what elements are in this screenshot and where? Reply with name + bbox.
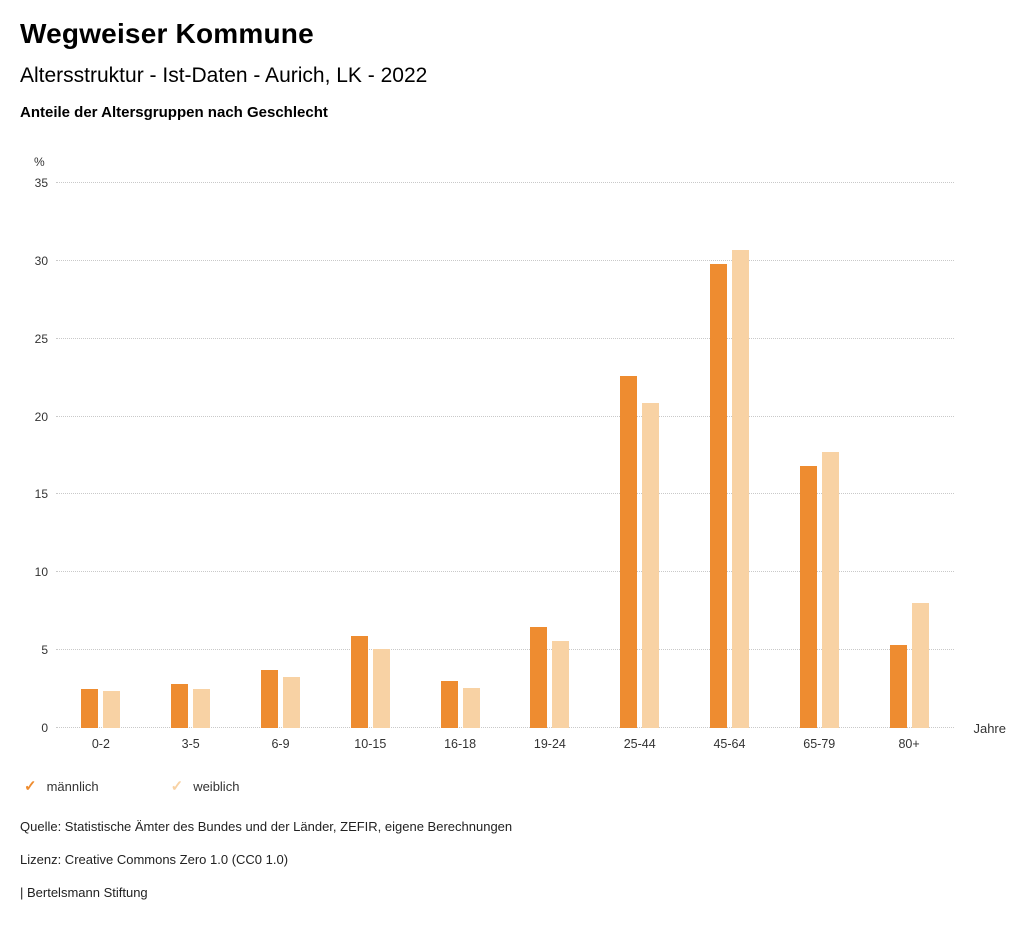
page: Wegweiser Kommune Altersstruktur - Ist-D… — [20, 18, 1006, 900]
x-tick-label: 80+ — [898, 737, 920, 751]
attribution-note: | Bertelsmann Stiftung — [20, 885, 148, 900]
bar-group — [56, 183, 146, 728]
bar-männlich — [620, 376, 638, 728]
x-tick-label: 0-2 — [91, 737, 110, 751]
bar-männlich — [171, 684, 189, 728]
y-axis-unit-label: % — [34, 155, 45, 169]
bar-männlich — [799, 466, 817, 728]
x-tick-label: 65-79 — [803, 737, 836, 751]
y-tick-label: 35 — [34, 176, 48, 190]
gridline — [56, 337, 954, 339]
bar-group — [774, 183, 864, 728]
legend-item-männlich[interactable]: ✓ männlich — [24, 777, 99, 795]
y-tick-label: 10 — [34, 565, 48, 580]
legend-label: weiblich — [193, 778, 240, 794]
bar-weiblich — [193, 689, 211, 728]
chart-title: Altersstruktur - Ist-Daten - Aurich, LK … — [20, 64, 428, 87]
gridline — [56, 571, 954, 573]
license-note: Lizenz: Creative Commons Zero 1.0 (CC0 1… — [20, 852, 289, 867]
x-axis-tick-labels: 0-2 3-5 6-9 10-15 16-18 19-24 25-44 45-64 65-79 8… — [56, 737, 954, 751]
bar-weiblich — [731, 249, 749, 728]
bar-männlich — [530, 626, 548, 728]
bar-group — [595, 183, 685, 728]
x-tick-label: 6-9 — [271, 737, 290, 751]
bar-weiblich — [642, 402, 660, 728]
source-note: Quelle: Statistische Ämter des Bundes un… — [20, 819, 513, 834]
chart-subtitle: Anteile der Altersgruppen nach Geschlech… — [20, 104, 328, 121]
x-tick-label: 16-18 — [444, 737, 477, 751]
app-title: Wegweiser Kommune — [20, 18, 314, 49]
bar-weiblich — [821, 452, 839, 728]
bar-weiblich — [103, 690, 121, 728]
gridline — [56, 415, 954, 417]
bar-groups — [56, 183, 954, 728]
bar-group — [685, 183, 775, 728]
x-axis-row: 0-2 3-5 6-9 10-15 16-18 19-24 25-44 45-64 65-79 8… — [20, 737, 1004, 751]
gridlines — [56, 182, 954, 728]
bar-group — [325, 183, 415, 728]
bar-männlich — [81, 689, 99, 728]
x-tick-label: 19-24 — [533, 737, 566, 751]
bar-group — [864, 183, 954, 728]
bar-männlich — [260, 670, 278, 728]
bar-group — [146, 183, 236, 728]
y-tick-label: 20 — [34, 409, 48, 424]
footer: Quelle: Statistische Ämter des Bundes un… — [20, 819, 1004, 900]
plot-row: 0 5 10 15 20 25 30 35 Jahre — [20, 176, 1006, 736]
y-tick-label: 25 — [34, 331, 48, 346]
gridline — [56, 259, 954, 261]
x-axis-spacer — [20, 737, 56, 751]
y-tick-label: 5 — [41, 643, 48, 658]
bar-weiblich — [911, 603, 929, 728]
y-axis-tick-labels: 0 5 10 15 20 25 30 35 — [20, 176, 56, 735]
x-tick-label: 3-5 — [181, 737, 200, 751]
check-icon: ✓ — [24, 778, 37, 795]
bar-männlich — [889, 645, 907, 728]
bar-männlich — [440, 681, 458, 728]
y-tick-label: 30 — [34, 253, 48, 268]
plot-area: Jahre — [56, 182, 1006, 736]
bar-männlich — [709, 263, 727, 728]
bar-weiblich — [282, 676, 300, 728]
legend: ✓ männlich ✓ weiblich — [20, 777, 1004, 795]
legend-label: männlich — [46, 778, 99, 794]
y-tick-label: 15 — [34, 487, 48, 502]
bar-weiblich — [372, 648, 390, 728]
bar-chart: % 0 5 10 15 20 25 30 35 Jahre 0-2 3-5 6-9 10-15 16-… — [20, 155, 1006, 751]
gridline — [56, 182, 954, 183]
bar-weiblich — [462, 687, 480, 728]
gridline — [56, 493, 954, 495]
gridline — [56, 727, 954, 728]
bar-group — [505, 183, 595, 728]
x-axis-unit-label: Jahre — [973, 721, 1006, 736]
gridline — [56, 649, 954, 651]
x-tick-label: 25-44 — [623, 737, 656, 751]
bar-männlich — [350, 636, 368, 728]
y-tick-label: 0 — [41, 721, 48, 735]
legend-item-weiblich[interactable]: ✓ weiblich — [171, 777, 240, 795]
bar-weiblich — [552, 640, 570, 728]
bar-group — [415, 183, 505, 728]
x-tick-label: 10-15 — [354, 737, 387, 751]
bar-group — [236, 183, 326, 728]
check-icon: ✓ — [170, 778, 184, 795]
x-tick-label: 45-64 — [713, 737, 746, 751]
